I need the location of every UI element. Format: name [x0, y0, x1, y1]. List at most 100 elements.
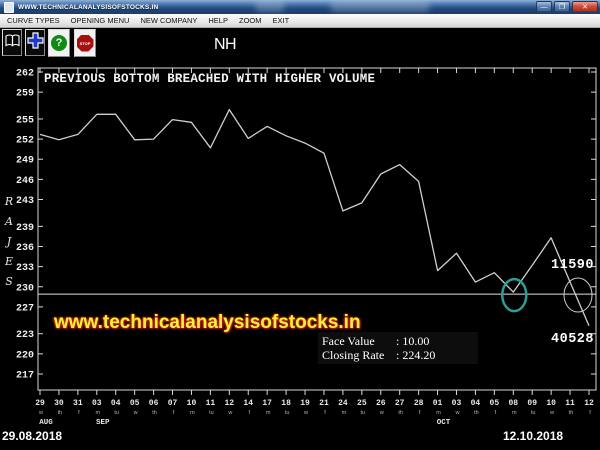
window-title: WWW.TECHNICALANALYSISOFSTOCKS.IN: [18, 3, 159, 11]
stop-button[interactable]: STOP: [74, 29, 96, 57]
end-date: 12.10.2018: [503, 429, 564, 443]
help-button[interactable]: ?: [48, 29, 70, 57]
x-axis-day: m: [512, 410, 517, 416]
x-axis-month: SEP: [96, 419, 110, 427]
menu-item-opening-menu[interactable]: OPENING MENU: [70, 16, 130, 25]
x-axis-day: th: [152, 410, 157, 416]
x-axis-date: 25: [357, 399, 367, 408]
x-axis-date: 01: [433, 399, 443, 408]
x-axis-date: 26: [376, 399, 386, 408]
upper-value-label: 11590: [551, 258, 595, 273]
x-axis-date: 27: [395, 399, 405, 408]
x-axis-date: 11: [565, 399, 575, 408]
x-axis-day: th: [398, 410, 403, 416]
y-axis-label: 249: [16, 156, 34, 167]
x-axis-day: w: [549, 410, 554, 416]
question-icon: ?: [51, 35, 67, 51]
chart-frame: [37, 67, 597, 391]
y-axis-label: 223: [16, 330, 34, 341]
price-line: [39, 108, 590, 326]
x-axis-date: 14: [243, 399, 253, 408]
x-axis-day: tu: [114, 410, 119, 416]
x-axis-date: 30: [54, 399, 64, 408]
site-watermark: www.technicalanalysisofstocks.in: [54, 312, 361, 333]
x-axis-day: tu: [531, 410, 536, 416]
titlebar-artifact: [255, 1, 285, 12]
x-axis-date: 12: [225, 399, 235, 408]
x-axis-day: m: [342, 410, 347, 416]
x-axis-date: 07: [168, 399, 178, 408]
vertical-watermark-letter: A: [5, 215, 13, 228]
x-axis-date: 21: [319, 399, 329, 408]
lower-value-label: 40528: [551, 332, 595, 347]
y-axis-label: 252: [16, 136, 34, 147]
x-axis-day: w: [454, 410, 459, 416]
menu-item-new-company[interactable]: NEW COMPANY: [140, 16, 198, 25]
x-axis-day: f: [324, 410, 326, 416]
x-axis-day: f: [495, 410, 497, 416]
x-axis-day: f: [173, 410, 175, 416]
y-axis-label: 230: [16, 283, 34, 294]
plus-icon: [26, 31, 44, 54]
x-axis-date: 11: [206, 399, 216, 408]
start-date: 29.08.2018: [2, 429, 63, 443]
x-axis-day: w: [227, 410, 232, 416]
book-button[interactable]: [2, 29, 22, 56]
y-axis-label: 236: [16, 243, 34, 254]
maximize-button[interactable]: ❐: [554, 1, 570, 12]
x-axis-day: w: [379, 410, 384, 416]
y-axis-label: 259: [16, 89, 34, 100]
document-icon: [4, 1, 14, 13]
add-button[interactable]: [25, 29, 45, 56]
y-axis-label: 233: [16, 263, 34, 274]
y-axis-label: 255: [16, 115, 34, 126]
x-axis-date: 09: [527, 399, 537, 408]
x-axis-day: f: [419, 410, 421, 416]
x-axis-date: 19: [300, 399, 310, 408]
x-axis-day: f: [248, 410, 250, 416]
menu-item-exit[interactable]: EXIT: [272, 16, 290, 25]
x-axis-day: tu: [285, 410, 290, 416]
y-axis-label: 262: [16, 69, 34, 80]
menu-item-help[interactable]: HELP: [208, 16, 228, 25]
x-axis-date: 03: [92, 399, 102, 408]
close-button[interactable]: ✕: [572, 1, 598, 12]
titlebar-artifact: [330, 1, 430, 12]
x-axis-date: 04: [471, 399, 481, 408]
info-row-label: Face Value: [322, 334, 375, 348]
x-axis-month: OCT: [437, 419, 451, 427]
chart-symbol-title: NH: [213, 36, 237, 53]
x-axis-date: 12: [584, 399, 594, 408]
vertical-watermark-letter: J: [6, 235, 12, 248]
x-axis-day: w: [38, 410, 43, 416]
info-row-value: : 224.20: [396, 348, 436, 362]
info-row: Face Value: 10.00: [322, 334, 474, 348]
x-axis-day: th: [569, 410, 574, 416]
menu-item-zoom[interactable]: ZOOM: [238, 16, 262, 25]
stop-icon: STOP: [76, 34, 94, 52]
x-axis-date: 05: [130, 399, 140, 408]
x-axis-date: 06: [149, 399, 159, 408]
x-axis-day: m: [436, 410, 441, 416]
y-axis-label: 243: [16, 196, 34, 207]
x-axis-day: f: [589, 410, 591, 416]
toolbar: ? STOP: [2, 29, 100, 57]
x-axis-day: tu: [361, 410, 366, 416]
x-axis-date: 10: [187, 399, 197, 408]
x-axis-day: w: [303, 410, 308, 416]
x-axis-date: 24: [338, 399, 348, 408]
x-axis-day: w: [133, 410, 138, 416]
x-axis-day: m: [190, 410, 195, 416]
x-axis-date: 03: [452, 399, 462, 408]
x-axis-day: th: [474, 410, 479, 416]
x-axis-date: 10: [546, 399, 556, 408]
x-axis-day: m: [95, 410, 100, 416]
vertical-watermark-letter: E: [4, 255, 14, 268]
chart-annotation: PREVIOUS BOTTOM BREACHED WITH HIGHER VOL…: [44, 72, 376, 86]
x-axis-date: 05: [490, 399, 500, 408]
minimize-button[interactable]: —: [536, 1, 552, 12]
x-axis-date: 08: [508, 399, 518, 408]
menu-item-curve-types[interactable]: CURVE TYPES: [7, 16, 60, 25]
y-axis-label: 217: [16, 370, 34, 381]
